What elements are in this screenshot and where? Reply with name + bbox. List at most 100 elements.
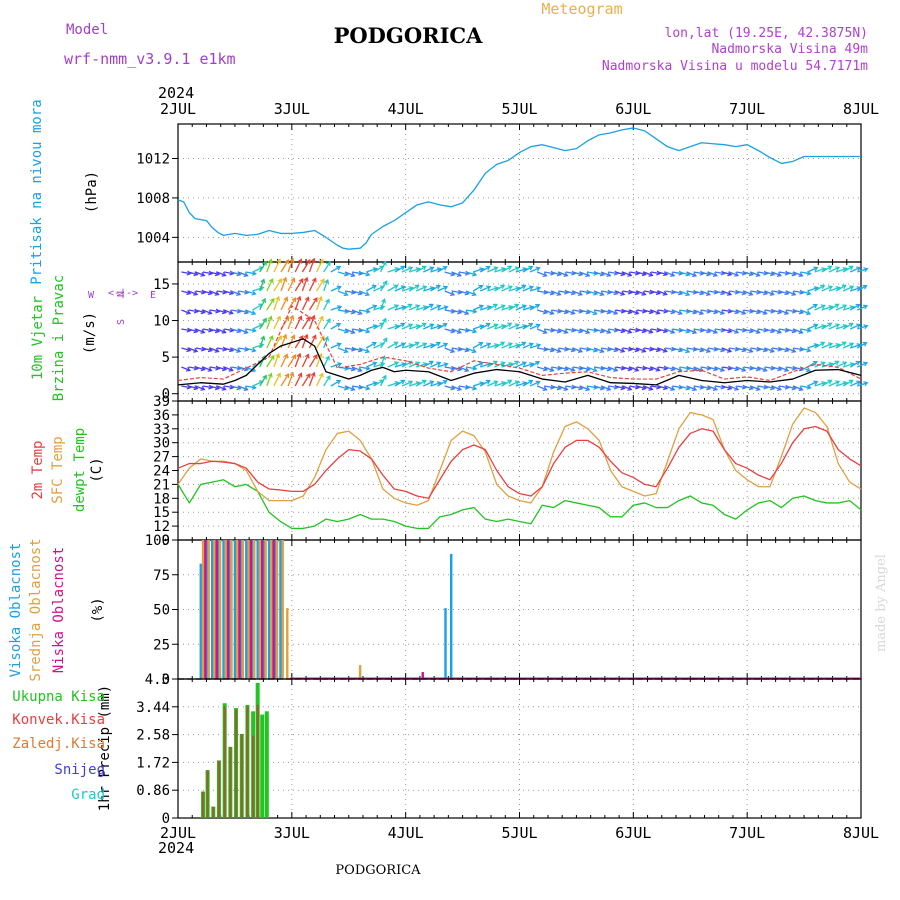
wind-arrow (344, 385, 355, 391)
convective-rain-bar (206, 770, 209, 818)
wind-arrow-head (493, 323, 499, 329)
wind-arrow-head (856, 266, 862, 272)
wind-arrow-head (260, 278, 266, 284)
y-tick-label: 1012 (136, 152, 170, 168)
wind-arrow-head (500, 304, 506, 310)
wind-arrow (537, 347, 548, 351)
wind-arrow-head (421, 379, 427, 385)
wind-arrow (629, 309, 639, 315)
wind-arrow (394, 379, 405, 387)
wind-arrow (835, 284, 847, 292)
wind-arrow (693, 328, 704, 332)
wind-arrow (807, 287, 818, 292)
wind-arrow-head (528, 285, 534, 291)
wind-arrow-head (186, 270, 192, 276)
x-tick-label: 6JUL (615, 824, 651, 842)
wind-arrow (266, 316, 272, 330)
convective-rain-bar (217, 760, 221, 818)
wind-arrow-head (269, 354, 275, 360)
wind-arrow (451, 271, 462, 277)
wind-arrow (821, 322, 832, 330)
wind-arrow-head (318, 315, 324, 321)
convective-rain-bar (251, 735, 255, 818)
wind-arrow (722, 309, 732, 313)
wind-arrow-head (755, 329, 761, 334)
wind-arrow (472, 382, 484, 387)
wind-arrow-head (185, 309, 192, 315)
wind-arrow (842, 362, 854, 368)
wind-arrow-head (806, 347, 812, 353)
wind-arrow (600, 271, 611, 277)
wind-arrow-head (478, 304, 485, 310)
wind-arrow (330, 266, 341, 273)
wind-arrow (216, 309, 227, 314)
wind-arrow (842, 305, 854, 311)
wind-arrow-head (813, 380, 819, 386)
wind-arrow (315, 296, 322, 311)
wind-arrow (472, 305, 484, 311)
wind-arrow-head (251, 347, 257, 353)
wind-arrow (572, 347, 583, 353)
wind-arrow (202, 328, 213, 332)
wind-arrow (700, 385, 711, 390)
wind-arrow-head (592, 367, 598, 373)
wind-arrow (522, 323, 533, 330)
wind-arrow (615, 366, 625, 370)
wind-arrow (195, 309, 205, 314)
wind-arrow-head (805, 310, 812, 316)
wind-arrow-head (415, 304, 421, 310)
wind-arrow (238, 328, 248, 334)
wind-arrow (195, 328, 205, 334)
wind-arrow-head (535, 266, 541, 272)
wind-arrow (280, 373, 289, 387)
wind-arrow (793, 328, 803, 334)
wind-arrow (401, 380, 413, 387)
wind-arrow-head (606, 329, 612, 334)
wind-arrow (793, 347, 804, 351)
wind-arrow-head (282, 276, 288, 282)
wind-arrow (757, 347, 768, 352)
wind-arrow-head (284, 373, 290, 379)
legend-zaledj-kisa: Zaledj.Kisa (12, 736, 105, 752)
mid-cloud-bar (218, 540, 222, 679)
wind-arrow (558, 328, 568, 334)
wind-arrow-head (277, 278, 282, 284)
wind-arrow (821, 285, 833, 292)
wind-arrow-head (762, 310, 768, 315)
y-tick-label: 0 (162, 811, 170, 827)
wind-arrow-head (336, 285, 342, 291)
wind-arrow-head (357, 310, 363, 316)
wind-arrow (359, 290, 370, 296)
wind-arrow (800, 271, 811, 275)
wind-arrow-head (291, 354, 297, 360)
wind-arrow-head (282, 333, 288, 339)
wind-arrow (835, 361, 847, 368)
wind-arrow-head (719, 367, 726, 372)
wind-arrow (721, 347, 732, 353)
wind-gust-line (177, 305, 862, 382)
wind-arrow (565, 309, 575, 315)
wind-arrow (181, 328, 191, 332)
low-cloud-bar (204, 540, 207, 679)
wind-arrow-head (436, 361, 442, 367)
wind-arrow (778, 328, 789, 332)
wind-arrow-head (606, 272, 612, 277)
wind-arrow (593, 271, 605, 276)
wind-arrow (657, 347, 667, 353)
wind-arrow-head (428, 303, 434, 309)
wind-arrow (764, 366, 775, 370)
wind-arrow-head (841, 284, 847, 290)
wind-arrow (714, 385, 725, 389)
wind-arrow (394, 322, 405, 330)
wind-arrow (308, 335, 317, 349)
wind-arrow (579, 347, 590, 351)
wind-arrow (778, 271, 789, 275)
wind-arrow (479, 285, 491, 292)
wind-arrow (373, 285, 385, 292)
wind-arrow (323, 356, 330, 368)
wind-arrow (672, 271, 683, 275)
y-tick-label: 1008 (136, 191, 170, 207)
mid-cloud-bar (224, 540, 228, 679)
wind-arrow (572, 290, 583, 296)
wind-arrow-head (734, 272, 740, 277)
